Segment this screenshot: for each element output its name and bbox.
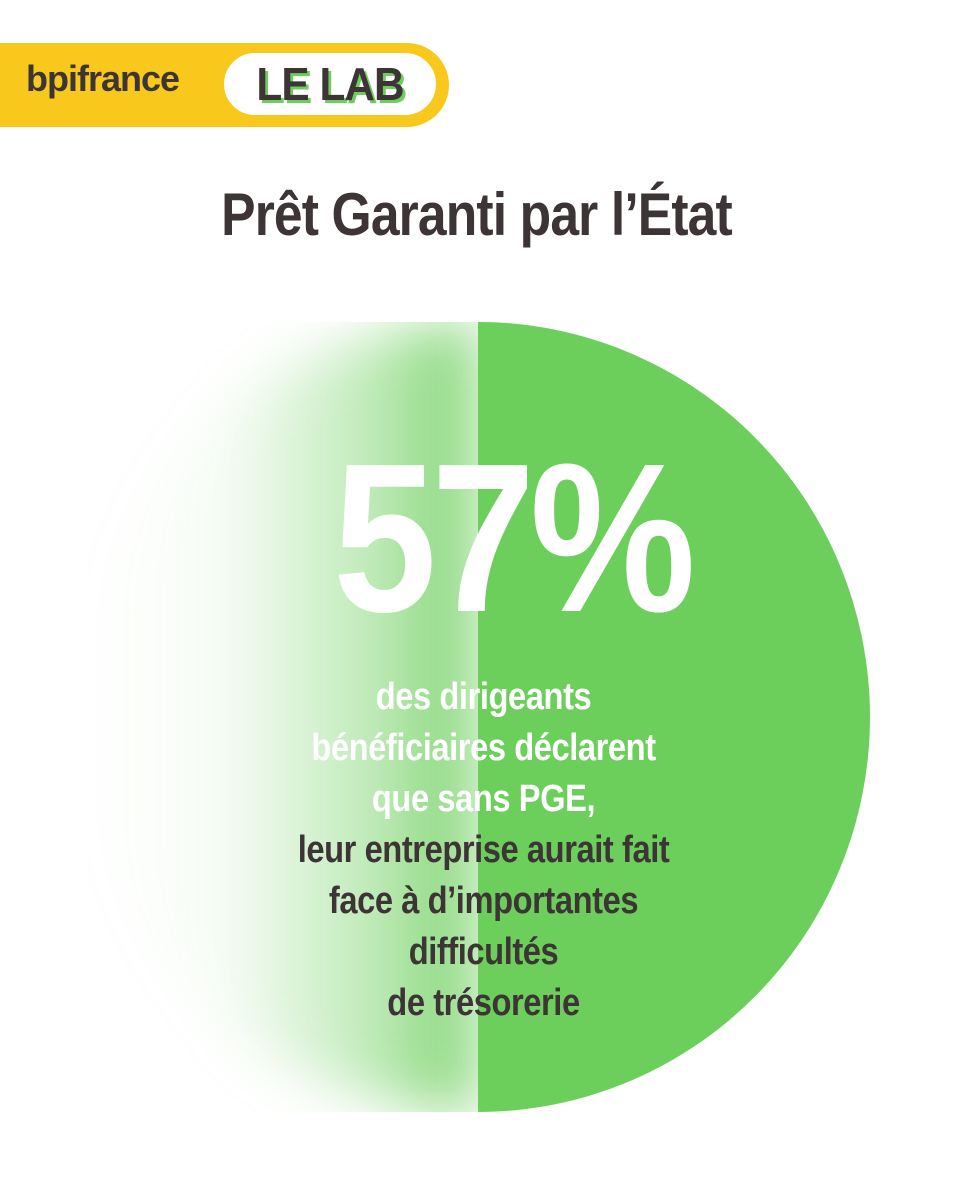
- solid-half-circle: [478, 322, 870, 1112]
- stat-line: difficultés: [408, 931, 559, 973]
- bpifrance-logo: bpifrance: [26, 58, 180, 99]
- stat-value: 57%: [332, 419, 696, 656]
- page-title: Prêt Garanti par l’État: [221, 181, 733, 248]
- stat-line: face à d’importantes: [328, 880, 639, 922]
- le-lab-label: LE LAB: [256, 58, 404, 110]
- stat-line: de trésorerie: [387, 982, 580, 1024]
- le-lab-badge: LE LAB: [221, 50, 439, 118]
- stat-line: bénéficiaires déclarent: [311, 727, 656, 769]
- stat-description: des dirigeants bénéficiaires déclarent q…: [0, 672, 953, 1029]
- stat-line: leur entreprise aurait fait: [297, 829, 670, 871]
- stat-line: des dirigeants: [375, 676, 592, 718]
- faded-half-circle: [88, 322, 478, 1112]
- stat-line: que sans PGE,: [371, 778, 596, 820]
- half-circle-graphic: [88, 322, 870, 1112]
